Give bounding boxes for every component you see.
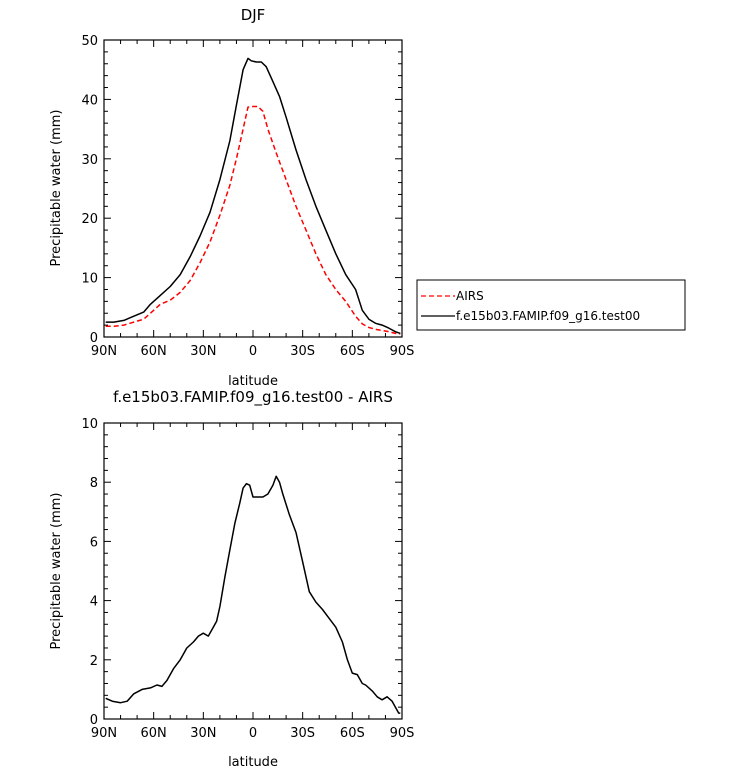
top-y-tick-label: 20 (81, 212, 98, 227)
legend-label-airs: AIRS (456, 289, 484, 303)
top-x-axis-label: latitude (228, 374, 278, 389)
top-y-tick-label: 30 (81, 153, 98, 168)
bottom-series-lines (105, 475, 401, 714)
top-chart-title: DJF (241, 6, 266, 24)
top-x-tick-label: 90N (91, 344, 117, 359)
bottom-x-tick-label: 30N (190, 726, 216, 741)
bottom-x-tick-label: 30S (290, 726, 315, 741)
bottom-plot-frame (103, 422, 403, 720)
bottom-series-line-0 (105, 475, 401, 714)
top-y-tick-label: 10 (81, 272, 98, 287)
bottom-x-tick-label: 90S (390, 726, 415, 741)
bottom-x-tick-labels: 90N 60N 30N 0 30S 60S 90S (91, 726, 415, 741)
top-y-tick-label: 50 (81, 34, 98, 49)
legend-box (416, 279, 686, 331)
top-series-line-1 (105, 57, 401, 335)
top-y-tick-label: 0 (90, 331, 98, 346)
top-series-lines (105, 57, 401, 335)
top-x-tick-label: 0 (249, 344, 257, 359)
bottom-x-tick-label: 0 (249, 726, 257, 741)
top-x-tick-label: 30N (190, 344, 216, 359)
bottom-chart-title: f.e15b03.FAMIP.f09_g16.test00 - AIRS (113, 388, 393, 407)
bottom-x-tick-label: 90N (91, 726, 117, 741)
bottom-y-tick-label: 2 (90, 654, 98, 669)
bottom-y-axis-label: Precipitable water (mm) (49, 493, 64, 650)
top-series-line-0 (105, 105, 401, 335)
bottom-y-tick-label: 8 (90, 476, 98, 491)
legend: AIRS f.e15b03.FAMIP.f09_g16.test00 (416, 279, 686, 331)
top-y-tick-labels: 0 10 20 30 40 50 (81, 34, 98, 346)
top-y-tick-label: 40 (81, 93, 98, 108)
bottom-x-tick-label: 60S (340, 726, 365, 741)
top-panel: DJF 90N 60N 30N 0 30S 60S 90S 0 10 20 30 40 50 lati… (49, 6, 414, 389)
bottom-y-tick-label: 0 (90, 713, 98, 728)
top-x-tick-label: 90S (390, 344, 415, 359)
bottom-x-axis-label: latitude (228, 755, 278, 770)
top-y-axis-label: Precipitable water (mm) (49, 110, 64, 267)
top-x-tick-label: 60N (141, 344, 167, 359)
top-x-tick-label: 60S (340, 344, 365, 359)
top-x-tick-labels: 90N 60N 30N 0 30S 60S 90S (91, 344, 415, 359)
bottom-y-tick-label: 4 (90, 595, 98, 610)
bottom-y-tick-labels: 0 2 4 6 8 10 (81, 417, 98, 728)
top-x-tick-label: 30S (290, 344, 315, 359)
bottom-y-tick-label: 6 (90, 535, 98, 550)
bottom-y-tick-label: 10 (81, 417, 98, 432)
bottom-panel: f.e15b03.FAMIP.f09_g16.test00 - AIRS 90N… (49, 388, 414, 770)
legend-label-model: f.e15b03.FAMIP.f09_g16.test00 (456, 309, 640, 323)
top-plot-frame (103, 39, 403, 338)
bottom-x-tick-label: 60N (141, 726, 167, 741)
bottom-tick-marks (103, 422, 403, 720)
